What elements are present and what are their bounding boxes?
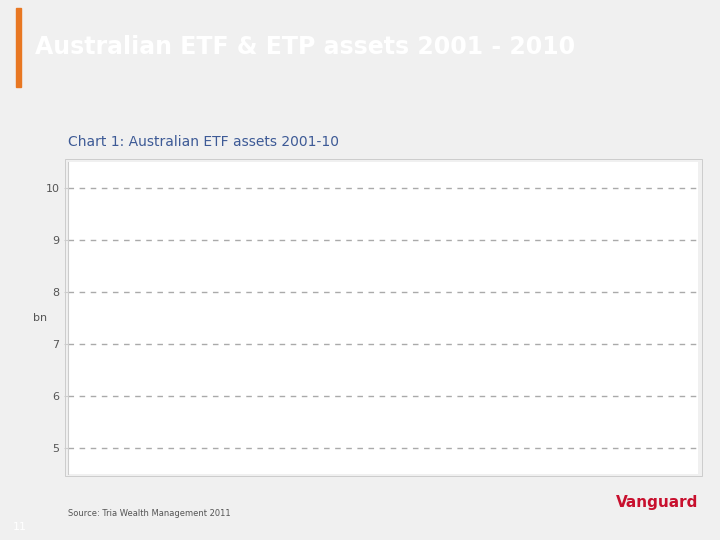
Text: 11: 11 bbox=[13, 522, 27, 532]
Text: Australian ETF & ETP assets 2001 - 2010: Australian ETF & ETP assets 2001 - 2010 bbox=[35, 35, 575, 59]
Text: Vanguard: Vanguard bbox=[616, 495, 698, 510]
Text: Chart 1: Australian ETF assets 2001-10: Chart 1: Australian ETF assets 2001-10 bbox=[68, 134, 339, 149]
Y-axis label: bn: bn bbox=[32, 313, 47, 323]
Bar bbox=[16, 8, 21, 87]
Text: Source: Tria Wealth Management 2011: Source: Tria Wealth Management 2011 bbox=[68, 509, 231, 518]
